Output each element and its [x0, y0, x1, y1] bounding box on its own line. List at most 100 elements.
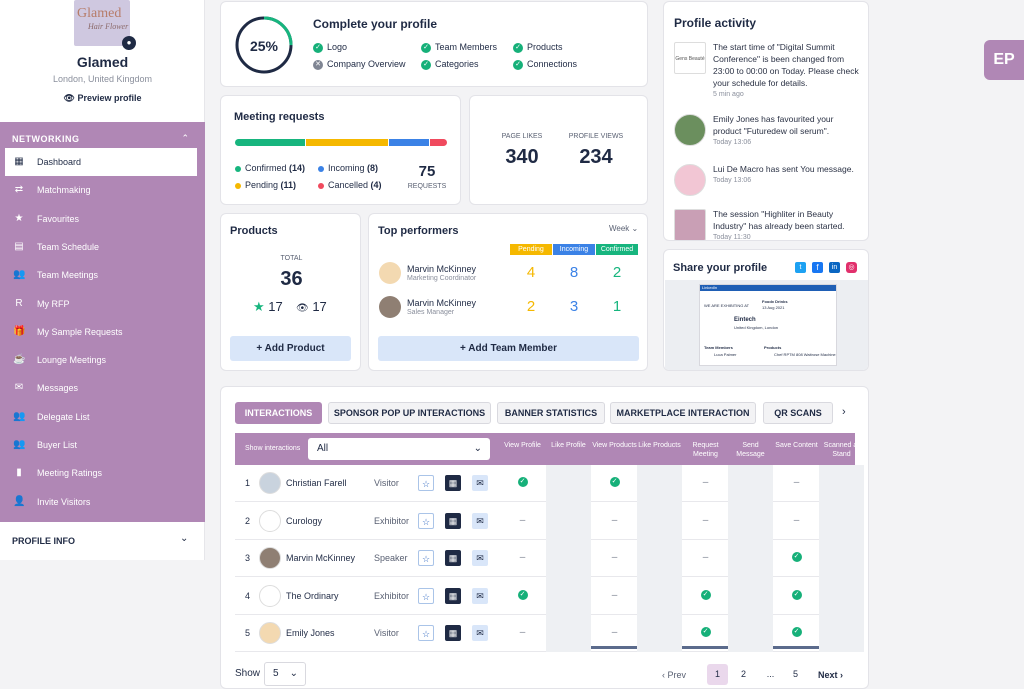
confirmed-header: Confirmed [596, 244, 638, 255]
check-icon: ✓ [683, 589, 728, 601]
next-page-button[interactable]: Next › [818, 670, 843, 680]
profile-activity-title: Profile activity [674, 16, 757, 30]
calendar-icon[interactable]: ▦ [445, 550, 461, 566]
chevron-right-icon[interactable]: › [842, 406, 846, 418]
mail-icon[interactable]: ✉ [472, 512, 488, 529]
add-team-member-button[interactable]: + Add Team Member [378, 336, 639, 361]
tab-marketplace-interaction[interactable]: MARKETPLACE INTERACTION [610, 402, 756, 424]
sidebar-item-team-schedule[interactable]: ▤ Team Schedule [5, 233, 197, 261]
page-5[interactable]: 5 [792, 669, 798, 679]
chevron-down-icon[interactable]: ⌄ [180, 533, 189, 544]
people-icon: 👥 [13, 410, 26, 422]
add-team-member-label: Add Team Member [468, 343, 557, 354]
profile-views-value: 234 [579, 146, 613, 168]
incoming-segment [389, 139, 429, 146]
sidebar-item-label: Team Schedule [37, 241, 100, 252]
preview-company: Eintech [734, 317, 756, 323]
prev-page-button[interactable]: ‹ Prev [662, 670, 686, 680]
calendar-icon[interactable]: ▦ [445, 625, 461, 641]
eye-icon: 👁 [296, 303, 309, 314]
star-icon[interactable]: ☆ [418, 587, 434, 604]
period-dropdown[interactable]: Week ⌄ [609, 224, 638, 233]
sidebar-item-invite-visitors[interactable]: 👤 Invite Visitors [5, 488, 197, 516]
tab-sponsor-pop-up-interactions[interactable]: SPONSOR POP UP INTERACTIONS [328, 402, 491, 424]
company-location: London, United Kingdom [52, 74, 153, 84]
star-icon[interactable]: ☆ [418, 475, 434, 491]
sidebar-item-buyer-list[interactable]: 👥 Buyer List [5, 431, 197, 459]
stars-count: 17 [268, 299, 283, 314]
linkedin-icon[interactable]: in [829, 262, 840, 273]
preview-label: Preview profile [77, 93, 142, 103]
sidebar-item-meeting-ratings[interactable]: ▮ Meeting Ratings [5, 459, 197, 487]
logo-script: Hair Flower [88, 22, 129, 31]
mail-icon[interactable]: ✉ [472, 475, 488, 491]
sidebar-item-favourites[interactable]: ★ Favourites [5, 205, 197, 233]
nav-heading[interactable]: NETWORKING [12, 134, 80, 144]
dash-icon: – [611, 627, 618, 638]
sidebar-item-my-rfp[interactable]: R My RFP [5, 290, 197, 318]
incoming-header: Incoming [553, 244, 595, 255]
profile-info-section[interactable]: PROFILE INFO [12, 536, 75, 546]
mail-icon[interactable]: ✉ [472, 625, 488, 641]
preview-profile-link[interactable]: 👁 Preview profile [0, 93, 205, 104]
facebook-icon[interactable]: f [812, 262, 823, 273]
page-1[interactable]: 1 [707, 664, 728, 685]
tab-qr-scans[interactable]: QR SCANS [763, 402, 833, 424]
ep-badge[interactable]: EP [984, 40, 1024, 80]
sidebar-item-delegate-list[interactable]: 👥 Delegate List [5, 403, 197, 431]
row-type: Exhibitor [374, 515, 410, 526]
activity-avatar [674, 164, 706, 196]
twitter-icon[interactable]: t [795, 262, 806, 273]
activity-time: Today 13:06 [713, 177, 752, 184]
sidebar-item-dashboard[interactable]: ▦ Dashboard [5, 148, 197, 176]
show-label: Show [235, 668, 261, 679]
share-preview-image[interactable]: LinkedIn WE ARE EXHIBITING AT Foodx Drin… [699, 284, 837, 366]
calendar-icon[interactable]: ▦ [445, 587, 461, 604]
preview-product: Chef RPTM 808 Waitrose Machine [774, 352, 836, 357]
calendar-icon[interactable]: ▦ [445, 475, 461, 491]
check-icon: ✓ [774, 552, 819, 563]
chevron-up-icon[interactable]: ⌃ [181, 133, 189, 143]
sidebar-item-team-meetings[interactable]: 👥 Team Meetings [5, 261, 197, 289]
check-icon: ✓ [500, 477, 545, 488]
products-views: 👁 17 [296, 299, 327, 314]
interactions-table-header: Show interactions All ⌄ View Profile Like … [235, 433, 859, 465]
pending-label: Pending [245, 180, 279, 190]
tab-banner-statistics[interactable]: BANNER STATISTICS [497, 402, 605, 424]
mail-icon[interactable]: ✉ [472, 587, 488, 604]
rfp-icon: R [15, 297, 23, 309]
preview-brand: LinkedIn [700, 285, 836, 291]
tab-interactions[interactable]: INTERACTIONS [235, 402, 322, 424]
calendar-icon[interactable]: ▦ [445, 512, 461, 529]
sidebar-item-label: Lounge Meetings [37, 355, 107, 366]
star-icon[interactable]: ☆ [418, 550, 434, 566]
sidebar-item-messages[interactable]: ✉ Messages [5, 374, 197, 402]
sidebar-item-matchmaking[interactable]: ⇄ Matchmaking [5, 176, 197, 204]
page-2[interactable]: 2 [740, 669, 746, 679]
dash-icon: – [611, 514, 618, 526]
cancelled-legend: Cancelled (4) [318, 180, 382, 190]
instagram-icon[interactable]: ◎ [846, 262, 857, 273]
camera-icon[interactable]: ● [122, 36, 136, 50]
star-icon[interactable]: ☆ [418, 625, 434, 641]
page-size-select[interactable]: 5 ⌄ [264, 662, 306, 686]
row-number: 2 [245, 515, 251, 526]
add-user-icon: 👤 [13, 495, 26, 507]
check-icon: ✓ [592, 477, 637, 488]
profile-progress-ring [235, 16, 293, 74]
add-product-button[interactable]: + Add Product [230, 336, 351, 361]
calendar-icon: ▤ [14, 240, 24, 252]
sidebar-item-my-sample-requests[interactable]: 🎁 My Sample Requests [5, 318, 197, 346]
horizontal-scrollbar[interactable] [560, 646, 850, 649]
sidebar-item-lounge-meetings[interactable]: ☕ Lounge Meetings [5, 346, 197, 374]
performer-role: Sales Manager [407, 309, 455, 316]
team-icon: 👥 [13, 269, 26, 281]
interactions-filter-select[interactable]: All ⌄ [308, 438, 490, 460]
mail-icon[interactable]: ✉ [472, 550, 488, 566]
column-header: Scanned at Stand [823, 442, 860, 458]
star-icon[interactable]: ☆ [418, 512, 434, 529]
profile-item-label: Team Members [435, 42, 498, 52]
confirmed-label: Confirmed [245, 163, 287, 173]
